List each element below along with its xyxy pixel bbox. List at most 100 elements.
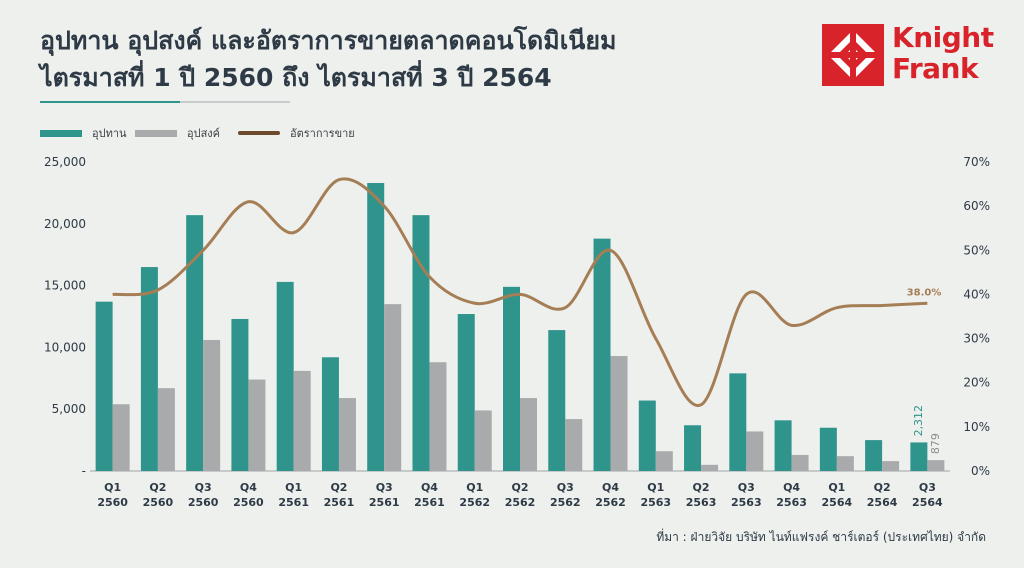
demand-bar <box>655 451 673 471</box>
title-underline-accent <box>40 101 180 103</box>
demand-bar <box>791 454 809 471</box>
knight-frank-logo: Knight Frank <box>822 22 994 86</box>
legend-swatch-rate <box>238 131 280 135</box>
x-tick-quarter: Q3 <box>919 481 936 494</box>
x-tick-quarter: Q2 <box>693 481 710 494</box>
title-underline <box>180 101 290 103</box>
legend-swatch-demand <box>135 129 177 137</box>
x-tick-year: 2563 <box>640 496 671 509</box>
supply-bar <box>548 330 566 471</box>
logo-wordmark: Knight Frank <box>892 22 994 84</box>
legend-item-supply: อุปทาน <box>40 124 127 142</box>
sales-rate-line <box>112 177 928 407</box>
supply-bar <box>729 373 747 471</box>
y-left-tick-label: 10,000 <box>44 340 86 354</box>
supply-bar <box>774 420 792 471</box>
supply-bar <box>412 215 430 471</box>
demand-last-label: 879 <box>929 433 942 454</box>
x-tick-quarter: Q2 <box>149 481 166 494</box>
demand-bar <box>701 464 719 471</box>
x-tick-quarter: Q4 <box>783 481 800 494</box>
x-tick-year: 2563 <box>776 496 807 509</box>
y-left-tick-label: 20,000 <box>44 217 86 231</box>
legend-swatch-supply <box>40 129 82 137</box>
x-tick-year: 2560 <box>97 496 128 509</box>
supply-bar <box>231 318 249 471</box>
x-tick-year: 2563 <box>731 496 762 509</box>
demand-bar <box>293 370 311 471</box>
x-tick-year: 2562 <box>550 496 581 509</box>
x-tick-quarter: Q1 <box>285 481 302 494</box>
x-tick-quarter: Q4 <box>240 481 257 494</box>
supply-last-label: 2,312 <box>912 405 925 437</box>
demand-bar <box>927 460 945 471</box>
y-left-tick-label: 5,000 <box>52 402 86 416</box>
y-left-tick-label: 25,000 <box>44 155 86 169</box>
x-tick-year: 2562 <box>459 496 490 509</box>
demand-bar <box>248 379 266 471</box>
supply-bar <box>186 215 204 471</box>
supply-bar <box>457 314 475 471</box>
demand-bar <box>746 431 764 471</box>
demand-bar <box>157 388 175 471</box>
x-tick-year: 2560 <box>188 496 219 509</box>
supply-bar <box>276 281 294 471</box>
demand-bar <box>610 356 628 471</box>
supply-bar <box>865 440 883 471</box>
legend-item-rate: อัตราการขาย <box>238 124 355 142</box>
x-tick-quarter: Q3 <box>195 481 212 494</box>
demand-bar <box>112 404 130 471</box>
demand-bar <box>429 362 447 471</box>
x-tick-year: 2564 <box>822 496 853 509</box>
x-tick-year: 2564 <box>912 496 943 509</box>
x-tick-quarter: Q1 <box>104 481 121 494</box>
source-note: ที่มา : ฝ่ายวิจัย บริษัท ไนท์แฟรงค์ ชาร์… <box>656 530 986 544</box>
x-tick-quarter: Q1 <box>828 481 845 494</box>
supply-bar <box>95 301 113 471</box>
legend-label-supply: อุปทาน <box>92 127 127 140</box>
demand-bar <box>836 456 854 471</box>
x-tick-quarter: Q3 <box>376 481 393 494</box>
x-tick-year: 2561 <box>324 496 355 509</box>
supply-bar <box>503 286 520 471</box>
y-right-tick-label: 40% <box>963 287 990 301</box>
supply-bar <box>910 442 928 471</box>
supply-bar <box>140 267 158 471</box>
legend-item-demand: อุปสงค์ <box>135 124 220 142</box>
x-tick-quarter: Q3 <box>557 481 574 494</box>
x-tick-quarter: Q3 <box>738 481 755 494</box>
x-tick-year: 2561 <box>414 496 445 509</box>
y-left-tick-label: - <box>82 464 86 478</box>
x-tick-year: 2561 <box>369 496 400 509</box>
x-tick-year: 2563 <box>686 496 717 509</box>
x-tick-quarter: Q4 <box>602 481 619 494</box>
title-line-1: อุปทาน อุปสงค์ และอัตราการขายตลาดคอนโดมิ… <box>40 26 617 55</box>
demand-bar <box>565 419 583 471</box>
x-tick-year: 2560 <box>233 496 264 509</box>
y-right-tick-label: 20% <box>963 376 990 390</box>
condo-chart: - 5,000 10,000 15,000 20,000 25,000 0% 10% 20% 30… <box>44 155 990 509</box>
y-right-tick-label: 30% <box>963 332 990 346</box>
x-tick-year: 2564 <box>867 496 898 509</box>
x-tick-quarter: Q1 <box>466 481 483 494</box>
demand-bar <box>384 304 402 471</box>
supply-bar <box>593 238 611 471</box>
x-tick-year: 2562 <box>505 496 536 509</box>
demand-bar <box>474 410 492 471</box>
y-right-tick-label: 50% <box>963 243 990 257</box>
demand-bar <box>520 398 537 471</box>
x-tick-quarter: Q2 <box>330 481 347 494</box>
legend-label-rate: อัตราการขาย <box>290 127 355 140</box>
chart-title: อุปทาน อุปสงค์ และอัตราการขายตลาดคอนโดมิ… <box>40 22 617 96</box>
y-right-tick-label: 70% <box>963 155 990 169</box>
supply-bar <box>819 427 837 471</box>
logo-word-frank: Frank <box>892 52 979 85</box>
rate-last-label: 38.0% <box>907 287 942 298</box>
x-tick-year: 2561 <box>278 496 309 509</box>
y-left-tick-label: 15,000 <box>44 279 86 293</box>
y-right-tick-label: 10% <box>963 420 990 434</box>
x-tick-quarter: Q2 <box>511 481 528 494</box>
x-tick-quarter: Q4 <box>421 481 438 494</box>
supply-bar <box>638 400 656 471</box>
demand-bar <box>338 398 356 471</box>
